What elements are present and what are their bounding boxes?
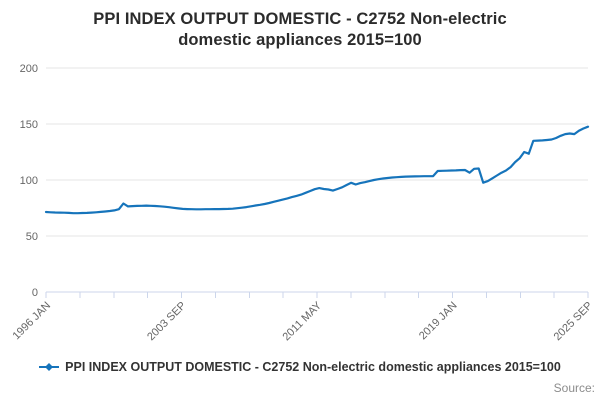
y-axis-label: 100 [20, 175, 38, 187]
chart-title-line1: PPI INDEX OUTPUT DOMESTIC - C2752 Non-el… [93, 10, 507, 28]
x-axis-label: 1996 JAN [10, 300, 53, 343]
series-line [44, 125, 590, 215]
y-axis-label: 0 [32, 287, 38, 299]
source-label: Source: [553, 381, 595, 395]
chart-title-line2: domestic appliances 2015=100 [178, 31, 422, 49]
x-axis-label: 2025 SEP [552, 300, 596, 344]
legend-item[interactable]: PPI INDEX OUTPUT DOMESTIC - C2752 Non-el… [0, 357, 600, 377]
chart-plot: 0 50 100 150 200 1996 JAN 2003 SEP 2011 MAY 2019… [10, 63, 596, 344]
y-axis-label: 50 [26, 231, 38, 243]
x-axis-label: 2003 SEP [145, 300, 189, 344]
y-axis-label: 150 [20, 119, 38, 131]
x-axis-label: 2011 MAY [280, 299, 324, 343]
legend-label: PPI INDEX OUTPUT DOMESTIC - C2752 Non-el… [65, 360, 561, 374]
legend-line-marker-icon [39, 363, 60, 371]
chart-title: PPI INDEX OUTPUT DOMESTIC - C2752 Non-el… [0, 0, 600, 51]
x-axis-label: 2019 JAN [417, 300, 460, 343]
y-axis-label: 200 [20, 63, 38, 75]
